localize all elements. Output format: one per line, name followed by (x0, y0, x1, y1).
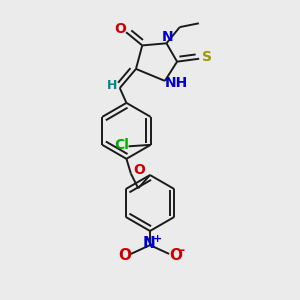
Text: NH: NH (164, 76, 188, 90)
Text: N: N (162, 30, 174, 44)
Text: Cl: Cl (115, 138, 130, 152)
Text: S: S (202, 50, 212, 64)
Text: O: O (169, 248, 182, 263)
Text: H: H (107, 79, 118, 92)
Text: O: O (118, 248, 131, 263)
Text: +: + (152, 234, 162, 244)
Text: O: O (114, 22, 126, 36)
Text: N: N (143, 236, 156, 251)
Text: O: O (133, 163, 145, 177)
Text: -: - (179, 244, 184, 257)
